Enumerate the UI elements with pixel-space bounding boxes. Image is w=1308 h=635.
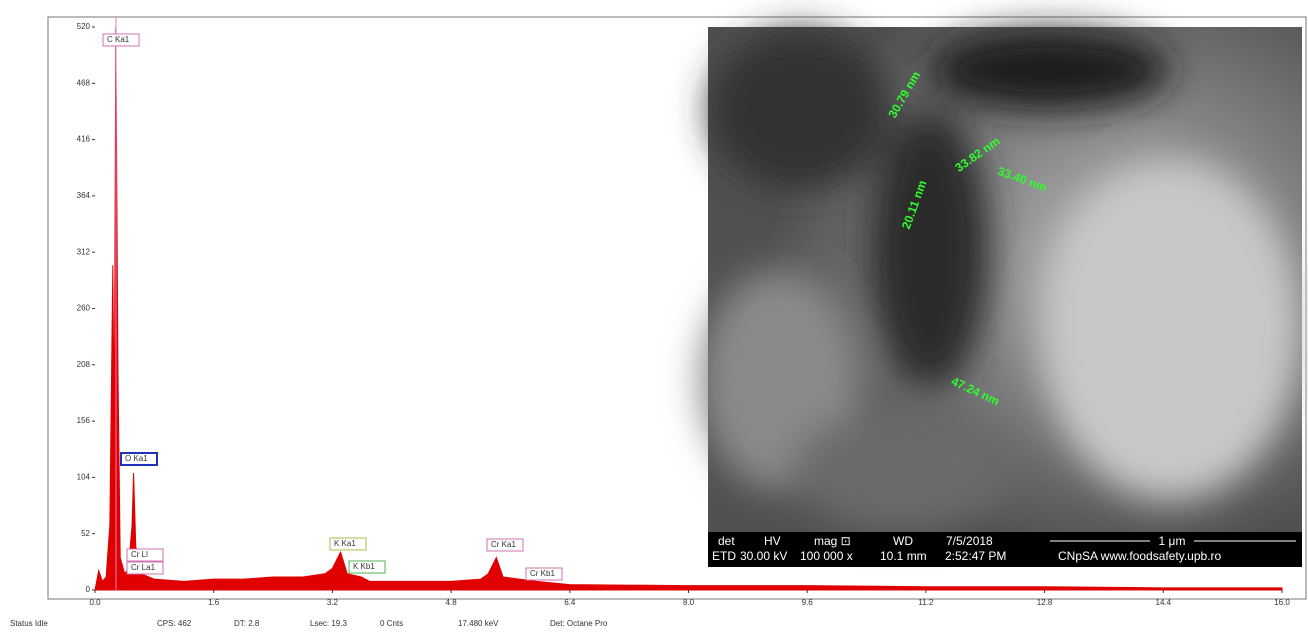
peak-label: K Ka1 <box>334 539 356 548</box>
peak-label: O Ka1 <box>125 454 148 463</box>
status-item: Lsec: 19.3 <box>310 619 347 628</box>
info-header: mag ⊡ <box>814 534 851 548</box>
peak-label: Cr Ll <box>131 550 148 559</box>
scale-label: 1 μm <box>1159 534 1186 548</box>
credit: CNpSA www.foodsafety.upb.ro <box>1058 549 1222 563</box>
peak-label: Cr Kb1 <box>530 569 555 578</box>
y-tick-label: 416 <box>77 135 91 144</box>
info-value: 30.00 kV <box>740 549 787 563</box>
x-tick-label: 6.4 <box>564 598 576 607</box>
x-tick-label: 0.0 <box>89 598 101 607</box>
x-tick-label: 1.6 <box>208 598 220 607</box>
x-tick-label: 8.0 <box>683 598 695 607</box>
info-value: ETD <box>712 549 736 563</box>
info-header: det <box>718 534 735 548</box>
y-tick-label: 260 <box>77 304 91 313</box>
y-tick-label: 208 <box>77 360 91 369</box>
y-tick-label: 156 <box>77 416 91 425</box>
info-value: 10.1 mm <box>880 549 927 563</box>
x-tick-label: 14.4 <box>1156 598 1172 607</box>
y-tick-label: 104 <box>77 473 91 482</box>
status-item: Det: Octane Pro <box>550 619 608 628</box>
status-item: 0 Cnts <box>380 619 403 628</box>
peak-label: Cr Ka1 <box>491 540 516 549</box>
x-tick-label: 12.8 <box>1037 598 1053 607</box>
x-tick-label: 9.6 <box>802 598 814 607</box>
y-tick-label: 364 <box>77 191 91 200</box>
y-tick-label: 0 <box>86 585 91 594</box>
peak-label: C Ka1 <box>107 35 130 44</box>
y-tick-label: 468 <box>77 78 91 87</box>
y-tick-label: 312 <box>77 247 91 256</box>
info-header: HV <box>764 534 781 548</box>
status-item: CPS: 462 <box>157 619 192 628</box>
y-tick-label: 520 <box>77 22 91 31</box>
x-tick-label: 16.0 <box>1274 598 1290 607</box>
y-tick-label: 52 <box>81 529 90 538</box>
info-value: 2:52:47 PM <box>945 549 1006 563</box>
peak-label: Cr La1 <box>131 563 156 572</box>
info-header: 7/5/2018 <box>946 534 993 548</box>
x-tick-label: 11.2 <box>918 598 934 607</box>
status-item: 17.480 keV <box>458 619 499 628</box>
eds-window: 30.79 nm33.82 nm33.40 nm20.11 nm47.24 nm… <box>0 0 1308 630</box>
x-tick-label: 4.8 <box>446 598 458 607</box>
x-tick-label: 3.2 <box>327 598 339 607</box>
info-value: 100 000 x <box>800 549 853 563</box>
peak-label: K Kb1 <box>353 562 375 571</box>
info-header: WD <box>893 534 913 548</box>
status-item: DT: 2.8 <box>234 619 260 628</box>
status-item: Status Idle <box>10 619 48 628</box>
